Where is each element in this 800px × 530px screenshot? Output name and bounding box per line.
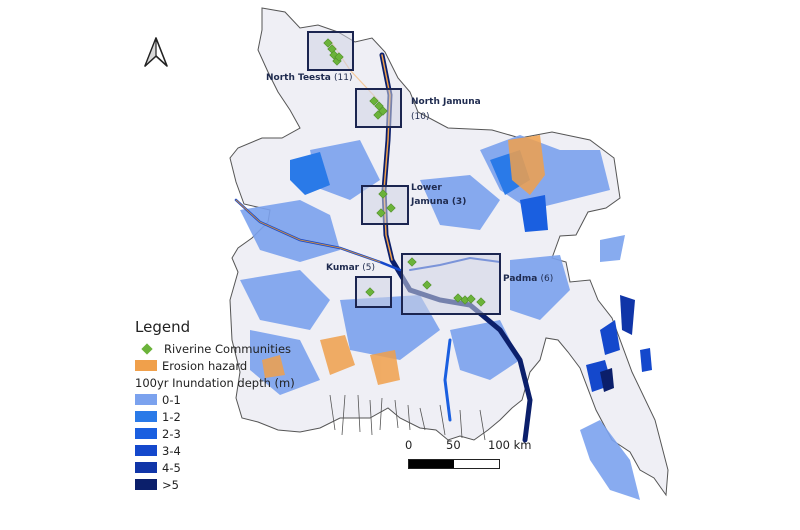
- scale-label-50: 50: [446, 438, 461, 452]
- legend-class-4-5: 4-5: [135, 459, 295, 476]
- legend-class-0-1: 0-1: [135, 391, 295, 408]
- legend-erosion: Erosion hazard: [135, 357, 295, 374]
- legend-title: Legend: [135, 318, 191, 336]
- riverine-diamond-icon: [141, 342, 153, 355]
- legend-class-2-3: 2-3: [135, 425, 295, 442]
- label-lower-jamuna: Lower: [411, 183, 442, 193]
- swatch-4-5: [135, 462, 157, 473]
- scale-label-100: 100 km: [488, 438, 532, 452]
- legend-riverine: Riverine Communities: [135, 340, 295, 357]
- scale-bar: 0 50 100 km: [405, 438, 548, 469]
- legend: Legend Riverine Communities Erosion haza…: [135, 318, 295, 493]
- label-north-teesta: North Teesta (11): [266, 73, 353, 83]
- swatch-0-1: [135, 394, 157, 405]
- box-padma: [401, 253, 501, 315]
- swatch-3-4: [135, 445, 157, 456]
- erosion-hazard: [262, 135, 545, 385]
- box-north-jamuna: [355, 88, 402, 128]
- coastline: [329, 394, 486, 441]
- label-north-jamuna: North Jamuna: [411, 97, 481, 107]
- swatch-2-3: [135, 428, 157, 439]
- inundation-deep: [290, 150, 652, 392]
- legend-class-3-4: 3-4: [135, 442, 295, 459]
- legend-class-1-2: 1-2: [135, 408, 295, 425]
- swatch-1-2: [135, 411, 157, 422]
- legend-class-gt5: >5: [135, 476, 295, 493]
- label-lower-jamuna-2: Jamuna (3): [410, 197, 466, 207]
- scale-label-0: 0: [405, 438, 413, 452]
- riverine-communities: [323, 38, 486, 307]
- scale-bar-graphic: [408, 459, 500, 469]
- north-arrow-icon: [143, 36, 169, 72]
- study-area-boxes: [307, 31, 501, 315]
- swatch-gt5: [135, 479, 157, 490]
- label-north-jamuna-count: (10): [411, 112, 429, 122]
- erosion-swatch: [135, 360, 157, 371]
- legend-depth-title: 100yr Inundation depth (m): [135, 375, 295, 390]
- label-padma: Padma (6): [503, 274, 553, 284]
- label-kumar: Kumar (5): [326, 263, 375, 273]
